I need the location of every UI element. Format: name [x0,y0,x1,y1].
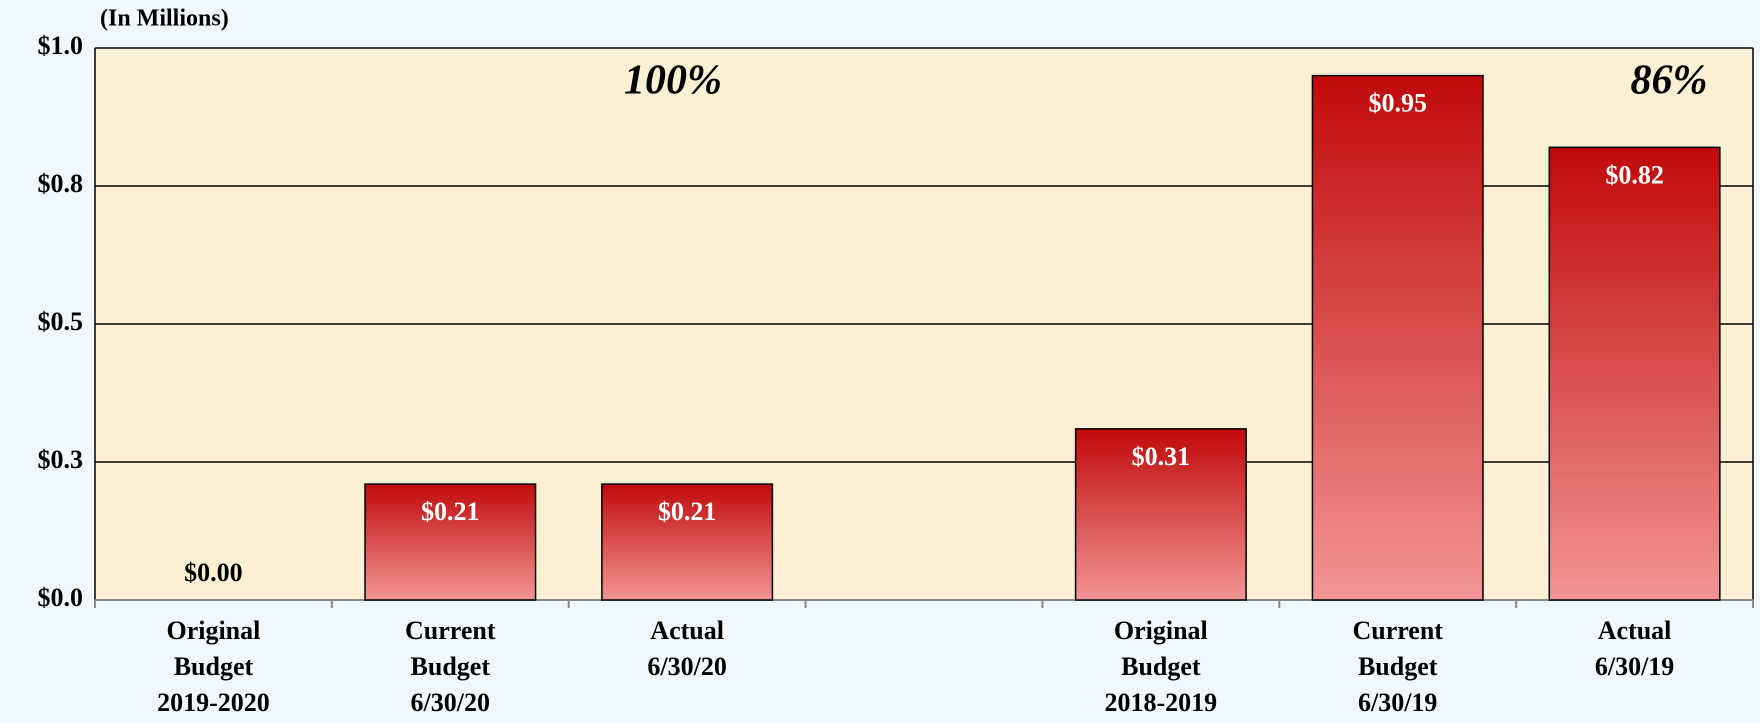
y-tick-label: $0.8 [38,169,84,198]
y-axis-label: (In Millions) [100,6,229,32]
y-tick-label: $0.0 [38,583,84,612]
x-tick-label: Actual 6/30/20 [647,616,726,681]
x-tick-label: Actual 6/30/19 [1595,616,1674,681]
bar [1311,74,1484,601]
bar [1548,146,1721,601]
y-tick-label: $0.5 [38,307,84,336]
value-label: $0.21 [658,497,717,526]
x-tick-label: Original Budget 2019-2020 [157,616,270,717]
y-tick-label: $1.0 [38,31,84,60]
x-tick-label: Current Budget 6/30/20 [405,616,496,717]
x-tick-label: Original Budget 2018-2019 [1105,616,1218,717]
bar [601,483,774,601]
value-label: $0.82 [1605,160,1664,189]
value-label: $0.95 [1368,89,1427,118]
bar [364,483,537,601]
y-tick-label: $0.3 [38,445,84,474]
value-label: $0.31 [1132,442,1191,471]
annotation: 86% [1631,58,1708,104]
bar [1074,428,1247,601]
annotation: 100% [624,58,722,104]
value-label: $0.21 [421,497,480,526]
x-tick-label: Current Budget 6/30/19 [1352,616,1443,717]
value-label: $0.00 [184,558,243,587]
